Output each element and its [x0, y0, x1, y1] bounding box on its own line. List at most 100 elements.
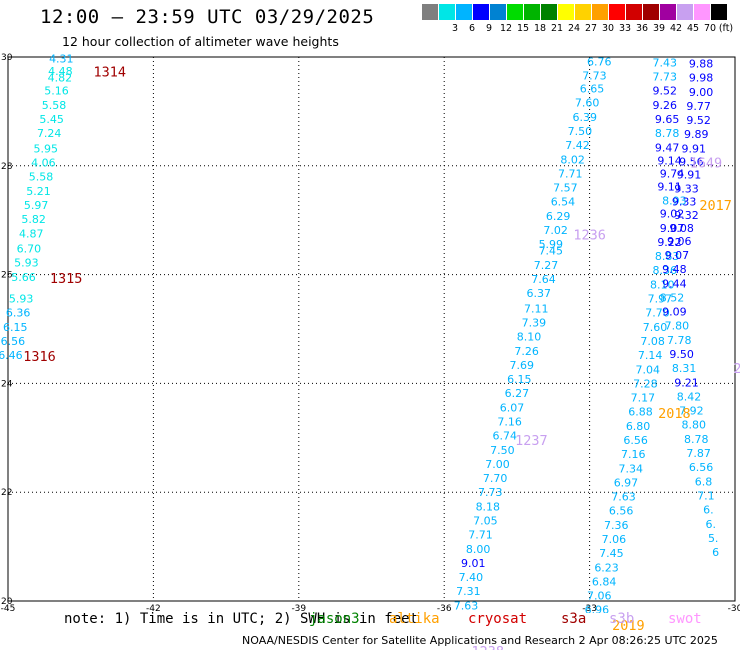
- wave-height-label: 6.56: [1, 335, 26, 348]
- wave-height-label: 9.33: [672, 196, 697, 209]
- wave-height-label: 8.10: [517, 331, 542, 344]
- wave-height-label: 9.52: [652, 85, 677, 98]
- wave-height-label: 7.24: [37, 127, 62, 140]
- wave-height-label: 9.89: [684, 128, 709, 141]
- wave-height-label: 9.00: [689, 86, 714, 99]
- wave-height-label: 6.39: [573, 111, 598, 124]
- y-tick-label: 22: [1, 488, 12, 498]
- wave-height-label: 7.06: [587, 590, 612, 603]
- legend-label: 9: [485, 23, 493, 34]
- wave-height-label: 7.45: [539, 245, 564, 258]
- wave-height-label: 8.36: [652, 264, 677, 277]
- wave-height-label: 5.58: [29, 171, 54, 184]
- wave-height-label: 7.08: [640, 335, 665, 348]
- legend-swatch: [456, 4, 472, 20]
- legend-swatch: [677, 4, 693, 20]
- wave-height-label: 7.06: [602, 533, 627, 546]
- wave-height-label: 6.: [706, 518, 717, 531]
- y-tick-label: 24: [1, 379, 13, 389]
- wave-height-label: 8.42: [677, 390, 702, 403]
- wave-height-label: 9.07: [660, 222, 685, 235]
- wave-height-label: 7.00: [485, 458, 510, 471]
- wave-height-label: 9.98: [689, 72, 714, 85]
- wave-height-label: 6.84: [592, 575, 617, 588]
- wave-height-label: 7.42: [565, 139, 590, 152]
- wave-height-label: 9.21: [674, 376, 699, 389]
- wave-height-label: 7.45: [599, 547, 624, 560]
- wave-height-label: 6.96: [585, 604, 610, 617]
- wave-height-label: 6: [712, 546, 719, 559]
- wave-height-label: 6.15: [507, 373, 532, 386]
- wave-height-label: 6.56: [623, 434, 648, 447]
- wave-height-label: 9.26: [652, 99, 677, 112]
- wave-height-label: 9.65: [655, 113, 680, 126]
- wave-height-label: 4.87: [19, 227, 44, 240]
- wave-height-label: 7.16: [497, 415, 522, 428]
- legend-swatch: [558, 4, 574, 20]
- legend-swatch: [643, 4, 659, 20]
- legend-swatch: [694, 4, 710, 20]
- pass-number-label: 1238: [472, 644, 505, 650]
- wave-height-label: 5.97: [24, 199, 49, 212]
- wave-height-label: 7.50: [490, 444, 515, 457]
- legend-swatch: [490, 4, 506, 20]
- legend-swatch: [660, 4, 676, 20]
- legend-swatch: [473, 4, 489, 20]
- y-tick-label: 30: [1, 53, 13, 63]
- pass-number-label: 1237: [515, 433, 548, 449]
- wave-height-label: 7.63: [611, 491, 636, 504]
- page-subtitle: 12 hour collection of altimeter wave hei…: [62, 34, 339, 49]
- wave-height-label: 9.56: [679, 155, 704, 168]
- wave-height-label: 7.78: [667, 334, 692, 347]
- wave-height-label: 8.18: [476, 500, 501, 513]
- legend-label: 36: [635, 23, 649, 34]
- legend-swatch: [507, 4, 523, 20]
- wave-height-label: 6.76: [587, 55, 612, 68]
- legend-swatch: [541, 4, 557, 20]
- wave-height-label: 6.97: [614, 476, 639, 489]
- legend-swatch: [575, 4, 591, 20]
- x-tick-label: -33: [582, 604, 597, 614]
- legend-swatch: [626, 4, 642, 20]
- mission-jason3: jason3: [309, 611, 360, 627]
- wave-height-label: 6.37: [526, 287, 551, 300]
- wave-height-label: 7.39: [522, 316, 547, 329]
- wave-height-label: 5.21: [26, 185, 51, 198]
- wave-height-label: 7.05: [473, 514, 498, 527]
- y-tick-label: 28: [1, 162, 13, 172]
- wave-height-label: 7.60: [643, 321, 668, 334]
- wave-height-label: 4.82: [48, 72, 73, 85]
- wave-height-label: 7.02: [543, 224, 568, 237]
- wave-height-label: 9.74: [660, 167, 685, 180]
- wave-height-label: 7.70: [483, 472, 508, 485]
- wave-height-label: 7.1: [697, 489, 715, 502]
- wave-height-label: 7.73: [582, 69, 607, 82]
- wave-height-label: 9.32: [674, 209, 699, 222]
- wave-height-label: 5.93: [9, 293, 34, 306]
- wave-height-label: 8.31: [672, 362, 697, 375]
- legend-swatch: [592, 4, 608, 20]
- wave-height-label: 9.77: [686, 100, 711, 113]
- wave-height-label: 8.10: [650, 278, 675, 291]
- legend-label: 33: [618, 23, 632, 34]
- pass-number-label: 1314: [94, 65, 127, 81]
- wave-height-label: 9.06: [667, 235, 692, 248]
- wave-height-label: 8.80: [682, 419, 707, 432]
- wave-height-label: 7.28: [633, 377, 658, 390]
- wave-height-label: 7.04: [636, 363, 661, 376]
- wave-height-label: 7.26: [514, 345, 539, 358]
- legend-label: 15: [516, 23, 530, 34]
- wave-height-label: 7.73: [478, 486, 503, 499]
- page-title: 12:00 — 23:59 UTC 03/29/2025: [40, 6, 375, 28]
- legend-swatch: [609, 4, 625, 20]
- wave-height-label: 9.44: [662, 277, 687, 290]
- wave-height-label: 5.95: [34, 142, 59, 155]
- wave-height-label: 7.27: [534, 259, 559, 272]
- wave-height-label: 9.48: [662, 263, 687, 276]
- wave-height-label: 6.65: [580, 83, 605, 96]
- wave-height-label: 9.50: [669, 348, 694, 361]
- wave-height-label: 6.56: [609, 505, 634, 518]
- wave-height-label: 9.91: [682, 142, 707, 155]
- wave-height-label: 9.07: [665, 249, 690, 262]
- wave-height-label: 7.14: [638, 349, 663, 362]
